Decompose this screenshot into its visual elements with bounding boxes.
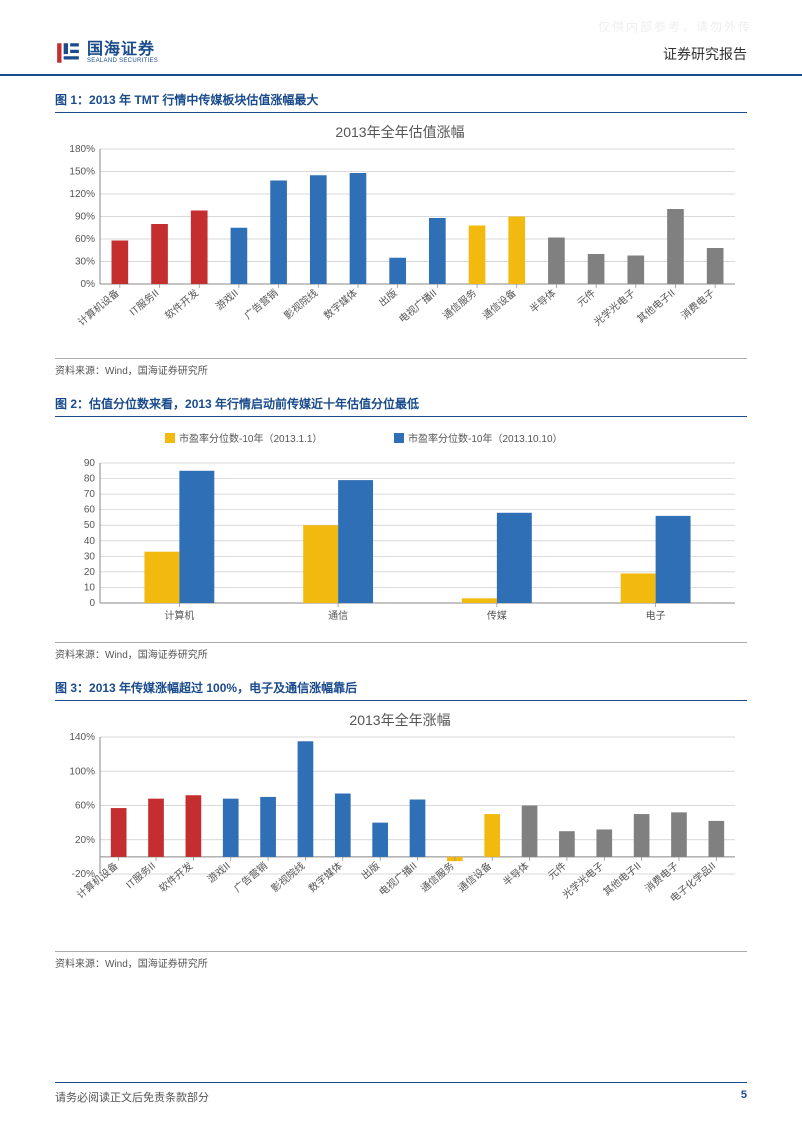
figure-prefix: 图 2： <box>55 397 89 411</box>
logo-cn: 国海证券 <box>87 42 158 58</box>
svg-text:游戏II: 游戏II <box>205 859 233 885</box>
svg-text:电视广播II: 电视广播II <box>396 286 439 325</box>
logo: 国海证券 SEALAND SECURITIES <box>55 40 158 66</box>
svg-text:数字媒体: 数字媒体 <box>306 859 345 895</box>
svg-text:消费电子: 消费电子 <box>642 859 681 895</box>
figure-text: 2013 年传媒涨幅超过 100%，电子及通信涨幅靠后 <box>89 681 357 695</box>
page-footer: 请务必阅读正文后免责条款部分 5 <box>55 1082 747 1105</box>
footer-disclaimer: 请务必阅读正文后免责条款部分 <box>55 1089 209 1105</box>
svg-text:90%: 90% <box>75 212 95 223</box>
watermark-text: 仅供内部参考，请勿外传 <box>598 18 752 35</box>
svg-text:数字媒体: 数字媒体 <box>321 286 360 322</box>
svg-text:市盈率分位数-10年（2013.10.10）: 市盈率分位数-10年（2013.10.10） <box>408 432 563 445</box>
source-3: 资料来源：Wind，国海证券研究所 <box>55 951 747 970</box>
svg-text:出版: 出版 <box>376 286 400 309</box>
svg-text:50: 50 <box>84 520 96 531</box>
svg-text:IT服务II: IT服务II <box>127 286 162 318</box>
svg-text:2013年全年涨幅: 2013年全年涨幅 <box>349 712 450 728</box>
logo-text: 国海证券 SEALAND SECURITIES <box>87 42 158 64</box>
brand-icon <box>55 40 81 66</box>
svg-text:60%: 60% <box>75 234 95 245</box>
svg-text:影视院线: 影视院线 <box>268 859 307 895</box>
svg-text:通信: 通信 <box>328 610 348 622</box>
svg-text:IT服务II: IT服务II <box>123 859 158 891</box>
figure-prefix: 图 3： <box>55 681 89 695</box>
page-number: 5 <box>741 1089 747 1105</box>
svg-text:2013年全年估值涨幅: 2013年全年估值涨幅 <box>335 124 464 140</box>
svg-text:通信服务: 通信服务 <box>418 859 457 895</box>
svg-text:传媒: 传媒 <box>487 610 507 622</box>
svg-text:100%: 100% <box>69 766 95 777</box>
svg-text:光学光电子: 光学光电子 <box>591 286 638 328</box>
svg-text:其他电子II: 其他电子II <box>634 286 677 325</box>
svg-text:电子: 电子 <box>646 609 666 622</box>
svg-text:消费电子: 消费电子 <box>678 286 717 322</box>
svg-text:120%: 120% <box>69 189 95 200</box>
svg-text:光学光电子: 光学光电子 <box>560 859 607 901</box>
svg-text:150%: 150% <box>69 167 95 178</box>
figure-3-title: 图 3：2013 年传媒涨幅超过 100%，电子及通信涨幅靠后 <box>55 679 747 701</box>
svg-text:计算机: 计算机 <box>164 609 194 622</box>
svg-text:广告营销: 广告营销 <box>242 286 281 322</box>
page-header: 国海证券 SEALAND SECURITIES 证券研究报告 <box>0 0 802 76</box>
svg-text:40: 40 <box>84 536 96 547</box>
chart-1: 2013年全年估值涨幅 0% 30% 60% 90% 120% 150% 180% 计算机设备I… <box>55 119 747 354</box>
svg-text:元件: 元件 <box>575 287 598 309</box>
svg-text:软件开发: 软件开发 <box>162 286 201 322</box>
source-1: 资料来源：Wind，国海证券研究所 <box>55 358 747 377</box>
svg-text:30: 30 <box>84 551 96 562</box>
svg-text:电视广播II: 电视广播II <box>376 859 419 898</box>
svg-text:20: 20 <box>84 567 96 578</box>
svg-text:广告营销: 广告营销 <box>231 859 270 895</box>
main-content: 图 1：2013 年 TMT 行情中传媒板块估值涨幅最大 2013年全年估值涨幅… <box>0 76 802 970</box>
svg-text:计算机设备: 计算机设备 <box>75 286 122 328</box>
svg-text:70: 70 <box>84 489 96 500</box>
svg-text:180%: 180% <box>69 144 95 155</box>
svg-text:80: 80 <box>84 474 96 485</box>
svg-text:出版: 出版 <box>358 859 382 882</box>
svg-text:60%: 60% <box>75 801 95 812</box>
chart-2: 市盈率分位数-10年（2013.1.1） 市盈率分位数-10年（2013.10.1… <box>55 423 747 638</box>
figure-1-title: 图 1：2013 年 TMT 行情中传媒板块估值涨幅最大 <box>55 91 747 113</box>
report-type: 证券研究报告 <box>663 44 747 66</box>
figure-text: 2013 年 TMT 行情中传媒板块估值涨幅最大 <box>89 93 318 107</box>
svg-text:半导体: 半导体 <box>527 286 558 315</box>
logo-en: SEALAND SECURITIES <box>87 58 158 64</box>
svg-text:20%: 20% <box>75 835 95 846</box>
svg-text:90: 90 <box>84 458 96 469</box>
svg-text:通信服务: 通信服务 <box>440 286 479 322</box>
svg-text:0: 0 <box>89 598 95 609</box>
chart-3: 2013年全年涨幅-20%20%60%100%140%计算机设备IT服务II软件… <box>55 707 747 947</box>
figure-prefix: 图 1： <box>55 93 89 107</box>
svg-text:影视院线: 影视院线 <box>281 286 320 322</box>
svg-text:140%: 140% <box>69 732 95 743</box>
figure-2-title: 图 2：估值分位数来看，2013 年行情启动前传媒近十年估值分位最低 <box>55 395 747 417</box>
svg-text:游戏II: 游戏II <box>213 286 241 312</box>
svg-text:计算机设备: 计算机设备 <box>74 859 121 901</box>
svg-text:60: 60 <box>84 505 96 516</box>
svg-text:通信设备: 通信设备 <box>455 859 494 895</box>
svg-text:10: 10 <box>84 582 96 593</box>
svg-text:30%: 30% <box>75 257 95 268</box>
source-2: 资料来源：Wind，国海证券研究所 <box>55 642 747 661</box>
svg-text:通信设备: 通信设备 <box>480 286 519 322</box>
svg-text:软件开发: 软件开发 <box>156 859 195 895</box>
figure-text: 估值分位数来看，2013 年行情启动前传媒近十年估值分位最低 <box>89 397 419 411</box>
svg-text:0%: 0% <box>81 279 96 290</box>
svg-text:市盈率分位数-10年（2013.1.1）: 市盈率分位数-10年（2013.1.1） <box>179 432 322 445</box>
svg-text:元件: 元件 <box>546 860 569 882</box>
svg-text:其他电子II: 其他电子II <box>600 859 643 898</box>
